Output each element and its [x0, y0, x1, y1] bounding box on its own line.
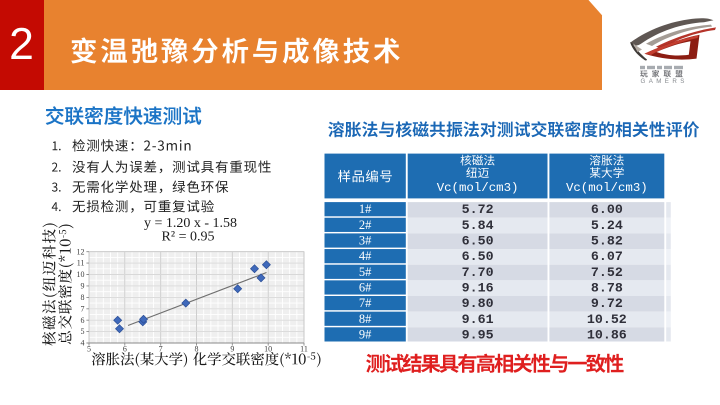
- svg-text:6.50: 6.50: [462, 249, 494, 264]
- svg-text:5.24: 5.24: [591, 218, 623, 233]
- svg-text:9.95: 9.95: [462, 327, 494, 342]
- svg-text:6.00: 6.00: [591, 202, 623, 217]
- svg-text:5.84: 5.84: [462, 218, 494, 233]
- svg-text:4: 4: [81, 339, 85, 348]
- svg-text:5: 5: [81, 327, 85, 336]
- svg-text:1#: 1#: [359, 202, 372, 216]
- svg-text:3#: 3#: [359, 234, 372, 248]
- svg-text:9.16: 9.16: [462, 281, 494, 296]
- svg-text:8: 8: [195, 345, 199, 354]
- svg-text:Vc(mol/cm3): Vc(mol/cm3): [437, 181, 519, 195]
- svg-text:8: 8: [81, 293, 85, 302]
- svg-text:6: 6: [123, 345, 127, 354]
- svg-text:12: 12: [77, 247, 85, 256]
- svg-text:2: 2: [9, 20, 34, 69]
- svg-text:2#: 2#: [359, 218, 372, 232]
- svg-text:11: 11: [77, 259, 85, 268]
- svg-text:5#: 5#: [359, 265, 372, 279]
- svg-text:7: 7: [159, 345, 163, 354]
- svg-text:8#: 8#: [359, 312, 372, 326]
- svg-text:y = 1.20 x - 1.58: y = 1.20 x - 1.58: [144, 216, 237, 231]
- svg-text:4#: 4#: [359, 249, 372, 263]
- svg-text:10: 10: [77, 270, 85, 279]
- svg-text:5.72: 5.72: [462, 202, 494, 217]
- svg-text:9: 9: [230, 345, 234, 354]
- svg-text:Vc(mol/cm3): Vc(mol/cm3): [566, 181, 648, 195]
- svg-text:8.78: 8.78: [591, 281, 623, 296]
- svg-text:10.52: 10.52: [587, 312, 627, 327]
- svg-text:9: 9: [81, 282, 85, 291]
- svg-text:7.70: 7.70: [462, 265, 494, 280]
- svg-text:9#: 9#: [359, 327, 372, 341]
- svg-text:7.52: 7.52: [591, 265, 623, 280]
- svg-text:6: 6: [81, 316, 85, 325]
- svg-text:10.86: 10.86: [587, 327, 627, 342]
- svg-text:7#: 7#: [359, 296, 372, 310]
- svg-text:11: 11: [300, 345, 308, 354]
- svg-text:5.82: 5.82: [591, 234, 623, 249]
- svg-text:6#: 6#: [359, 281, 372, 295]
- svg-text:6.07: 6.07: [591, 249, 623, 264]
- svg-text:5: 5: [87, 345, 91, 354]
- svg-text:6.50: 6.50: [462, 234, 494, 249]
- svg-text:10: 10: [264, 345, 272, 354]
- svg-text:9.61: 9.61: [462, 312, 494, 327]
- svg-text:7: 7: [81, 304, 85, 313]
- svg-text:9.80: 9.80: [462, 296, 494, 311]
- svg-text:R² = 0.95: R² = 0.95: [162, 229, 215, 244]
- svg-text:GAMERS: GAMERS: [641, 78, 688, 85]
- svg-text:9.72: 9.72: [591, 296, 623, 311]
